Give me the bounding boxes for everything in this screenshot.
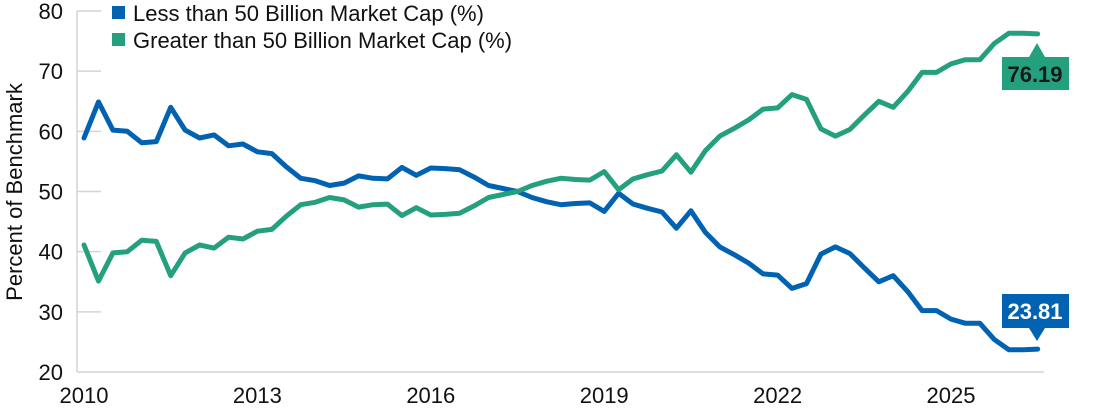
series-line-small-cap: [81, 99, 1041, 353]
x-ticks: 2010 2013 2016 2019 2022 2025: [60, 383, 976, 408]
callout-box-large-cap: [1002, 57, 1069, 90]
y-ticks: 20 30 40 50 60 70 80: [39, 0, 101, 385]
callout-small-cap: 23.81: [1002, 294, 1069, 341]
callout-box-small-cap: [1002, 294, 1069, 328]
y-tick-label: 20: [39, 360, 63, 385]
y-tick-label: 80: [39, 0, 63, 24]
y-tick-label: 70: [39, 59, 63, 84]
legend: Less than 50 Billion Market Cap (%) Grea…: [112, 1, 512, 53]
series-lines: [81, 30, 1041, 353]
x-tick-label: 2016: [406, 383, 455, 408]
y-axis-label: Percent of Benchmark: [2, 82, 27, 301]
callout-large-cap: 76.19: [1002, 43, 1069, 90]
callout-value-large-cap: 76.19: [1007, 62, 1062, 87]
x-tick-label: 2013: [233, 383, 282, 408]
callout-value-small-cap: 23.81: [1007, 299, 1062, 324]
y-tick-label: 60: [39, 119, 63, 144]
callout-pointer-large-cap: [1029, 43, 1045, 57]
callout-pointer-small-cap: [1029, 328, 1045, 341]
legend-swatch-small-cap: [112, 6, 125, 19]
legend-label-small-cap: Less than 50 Billion Market Cap (%): [133, 1, 484, 26]
x-tick-label: 2022: [753, 383, 802, 408]
x-tick-label: 2010: [60, 383, 109, 408]
x-tick-label: 2019: [580, 383, 629, 408]
axes: [76, 11, 1044, 373]
x-tick-label: 2025: [927, 383, 976, 408]
y-tick-label: 50: [39, 180, 63, 205]
legend-label-large-cap: Greater than 50 Billion Market Cap (%): [133, 28, 512, 53]
series-line-large-cap: [81, 30, 1041, 284]
y-tick-label: 40: [39, 240, 63, 265]
y-tick-label: 30: [39, 300, 63, 325]
legend-swatch-large-cap: [112, 33, 125, 46]
